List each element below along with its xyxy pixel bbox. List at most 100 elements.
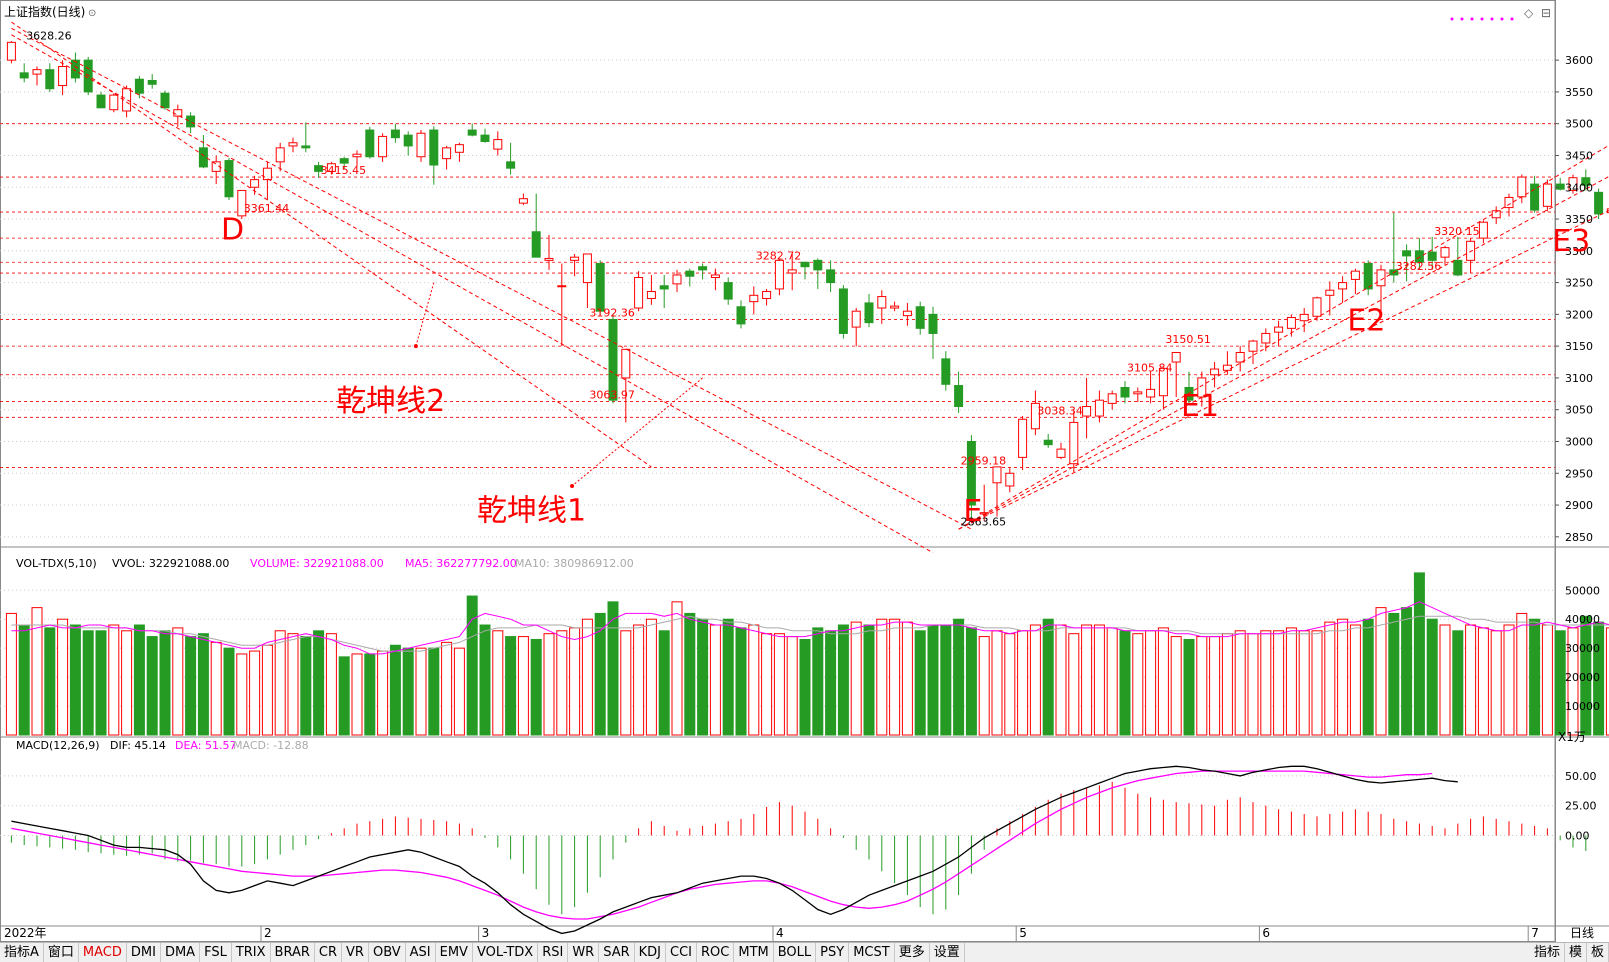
toolbar-item-10[interactable]: OBV (369, 943, 406, 962)
volume-bar (530, 638, 542, 736)
candle-body (173, 109, 183, 117)
toolbar-item-18[interactable]: CCI (666, 943, 698, 962)
toolbar-item-7[interactable]: BRAR (271, 943, 315, 962)
toolbar-item-23[interactable]: MCST (849, 943, 895, 962)
volume-bar (1285, 627, 1297, 736)
style-dot-icon (1510, 17, 1514, 21)
candle-body (506, 161, 516, 169)
candle-body (1261, 332, 1271, 344)
candle-body (109, 94, 119, 111)
volume-bar (1298, 630, 1310, 736)
toolbar-item-19[interactable]: ROC (697, 943, 735, 962)
candle-body (941, 358, 951, 385)
volume-bar (1004, 633, 1016, 736)
volume-bar (607, 601, 619, 736)
volume-bar (428, 647, 440, 736)
toolbar-item-8[interactable]: CR (315, 943, 343, 962)
toolbar-item-13[interactable]: VOL-TDX (473, 943, 539, 962)
price-label: 3150.51 (1165, 333, 1211, 346)
volume-bar (901, 621, 913, 736)
settings-icon[interactable]: ⊟ (1541, 6, 1551, 20)
toolbar-item-11[interactable]: ASI (406, 943, 436, 962)
macd-tick-label: 25.00 (1565, 800, 1597, 813)
volume-bar (236, 653, 248, 736)
volume-bar (658, 630, 670, 736)
candle-body (1248, 340, 1258, 352)
candle-body (710, 274, 720, 279)
candle-body (723, 282, 733, 300)
price-tick-label: 3200 (1565, 308, 1593, 321)
diamond-icon[interactable]: ◇ (1524, 6, 1534, 20)
candle-body (224, 160, 234, 198)
candle-body (1440, 247, 1450, 258)
price-label: 3361.44 (244, 202, 289, 215)
stock-chart[interactable]: 3628.26 3415.45 3361.44 3282.72 3192.36 3063.… (0, 0, 1609, 942)
volume-bar (978, 636, 990, 736)
toolbar-right-item-2[interactable]: 板 (1587, 943, 1609, 962)
candle-body (1005, 472, 1015, 487)
candle-body (275, 147, 285, 163)
volume-bar (1145, 630, 1157, 736)
price-tick-label: 3000 (1565, 435, 1593, 448)
toolbar-right-item-1[interactable]: 模 (1565, 943, 1587, 962)
vol-ma5-line (11, 601, 1609, 655)
candle-body (288, 142, 298, 147)
volume-bar (108, 624, 120, 736)
volume-bar (1234, 630, 1246, 736)
candle-body (1594, 191, 1604, 215)
candle-body (1094, 399, 1104, 417)
price-tick-label: 3100 (1565, 372, 1593, 385)
toolbar-item-3[interactable]: DMI (127, 943, 161, 962)
volume-bar (735, 627, 747, 736)
candle-body (1146, 388, 1156, 398)
toolbar-item-16[interactable]: SAR (599, 943, 635, 962)
candle-body (1427, 251, 1437, 261)
toolbar-item-6[interactable]: TRIX (232, 943, 271, 962)
volume-bar (492, 630, 504, 736)
toolbar-item-21[interactable]: BOLL (774, 943, 817, 962)
volume-bar (249, 650, 261, 736)
volume-bar (1170, 636, 1182, 736)
volume-bar (1477, 627, 1489, 736)
price-label: 3282.56 (1396, 260, 1442, 273)
candle-body (250, 179, 260, 188)
volume-bar (1055, 624, 1067, 736)
toolbar-item-4[interactable]: DMA (161, 943, 201, 962)
candle-body (352, 153, 362, 158)
toolbar-item-12[interactable]: EMV (436, 943, 473, 962)
toolbar-item-22[interactable]: PSY (816, 943, 850, 962)
volume-bar (812, 627, 824, 736)
toolbar-item-24[interactable]: 更多 (895, 943, 930, 962)
toolbar-item-15[interactable]: WR (568, 943, 600, 962)
chart-frame (0, 0, 1556, 942)
volume-bar (1324, 621, 1336, 736)
toolbar-item-14[interactable]: RSI (538, 943, 569, 962)
indicator-toolbar: 指标A 窗口 MACD DMI DMA FSL TRIX BRAR CR VR OBV ASI EMV V… (0, 942, 1609, 962)
dropdown-icon[interactable]: ⊙ (88, 8, 96, 19)
candle-body (557, 285, 567, 288)
pattern-annotation: E2 (1347, 303, 1385, 338)
candle-body (762, 290, 772, 299)
candle-body (1299, 313, 1309, 322)
toolbar-right-item-0[interactable]: 指标 (1530, 943, 1565, 962)
price-tick-label: 2850 (1565, 531, 1593, 544)
style-dot-icon (1450, 17, 1454, 21)
toolbar-item-1[interactable]: 窗口 (44, 943, 79, 962)
volume-bar (1580, 615, 1592, 736)
volume-bar (453, 647, 465, 736)
toolbar-item-25[interactable]: 设置 (930, 943, 965, 962)
candle-body (1158, 367, 1168, 397)
volume-bar (786, 636, 798, 736)
volume-bar (1273, 630, 1285, 736)
toolbar-item-5[interactable]: FSL (200, 943, 232, 962)
macd-label: MACD: -12.88 (233, 739, 309, 752)
candle-body (634, 277, 644, 309)
candle-body (442, 147, 452, 160)
toolbar-item-0[interactable]: 指标A (0, 943, 44, 962)
dif-label: DIF: 45.14 (110, 739, 166, 752)
toolbar-item-17[interactable]: KDJ (635, 943, 667, 962)
toolbar-item-2[interactable]: MACD (79, 943, 127, 962)
candle-body (570, 256, 580, 261)
toolbar-item-9[interactable]: VR (342, 943, 369, 962)
toolbar-item-20[interactable]: MTM (734, 943, 774, 962)
